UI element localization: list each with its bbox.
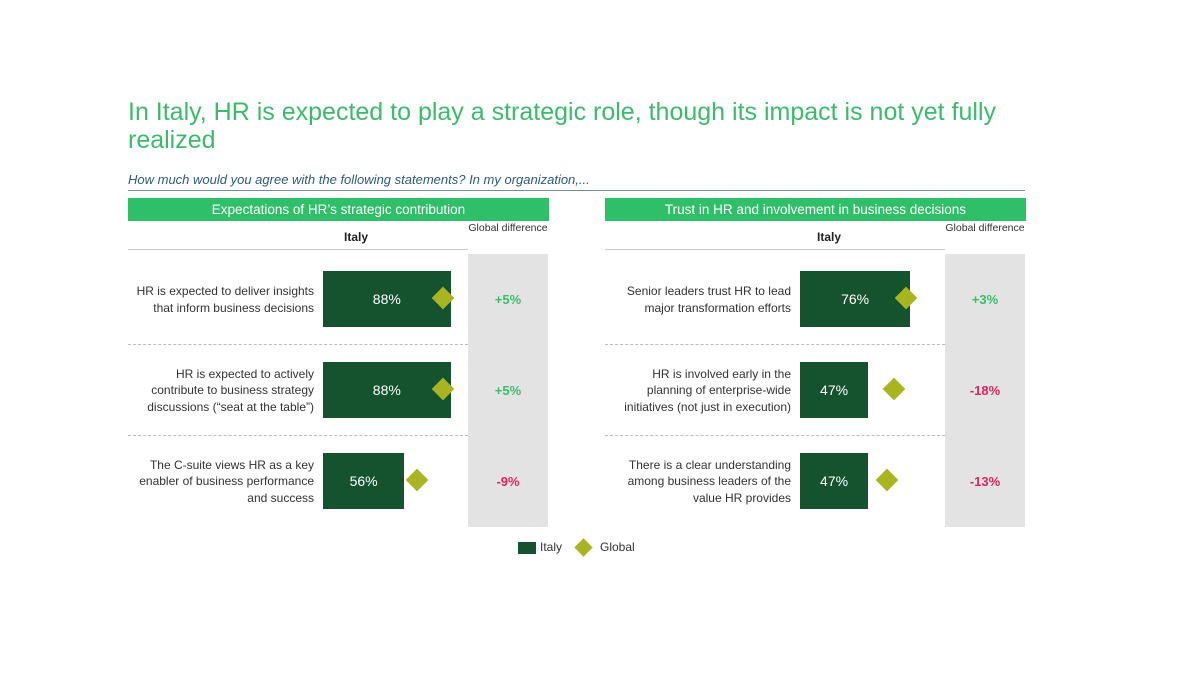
chart-row: Senior leaders trust HR to lead major tr… xyxy=(605,254,1026,345)
category-label: The C-suite views HR as a key enabler of… xyxy=(139,457,314,505)
category-label: HR is involved early in the planning of … xyxy=(624,366,791,414)
category-label: HR is expected to deliver insights that … xyxy=(136,284,314,315)
italy-bar: 47% xyxy=(800,453,869,509)
category-label: HR is expected to actively contribute to… xyxy=(147,366,314,414)
global-difference-column xyxy=(945,254,1025,527)
category-label: Senior leaders trust HR to lead major tr… xyxy=(626,284,791,315)
italy-column-header: Italy xyxy=(344,230,369,244)
global-difference-value: -18% xyxy=(969,383,1001,398)
italy-bar: 88% xyxy=(323,271,451,327)
chart-row: HR is expected to actively contribute to… xyxy=(128,345,549,436)
row-divider xyxy=(128,435,468,436)
global-difference-value: +5% xyxy=(494,292,522,307)
legend-italy-swatch xyxy=(518,542,536,554)
header-divider xyxy=(128,249,468,250)
global-difference-column xyxy=(468,254,548,527)
panel-trust: Trust in HR and involvement in business … xyxy=(605,198,1026,538)
legend-global-diamond xyxy=(574,538,593,557)
italy-bar: 56% xyxy=(323,453,405,509)
survey-question: How much would you agree with the follow… xyxy=(128,172,590,187)
header-divider xyxy=(605,249,945,250)
italy-bar: 76% xyxy=(800,271,911,327)
italy-bar: 88% xyxy=(323,362,451,418)
global-difference-value: -9% xyxy=(496,474,520,489)
page-title: In Italy, HR is expected to play a strat… xyxy=(128,98,996,154)
global-difference-header: Global difference xyxy=(945,222,1025,234)
row-divider xyxy=(605,344,945,345)
global-marker xyxy=(405,468,429,492)
global-marker xyxy=(882,377,906,401)
chart-row: HR is involved early in the planning of … xyxy=(605,345,1026,436)
legend-italy-label: Italy xyxy=(540,540,563,554)
global-marker xyxy=(875,468,899,492)
global-difference-value: +5% xyxy=(494,383,522,398)
panel-expectations: Expectations of HR’s strategic contribut… xyxy=(128,198,549,538)
row-divider xyxy=(128,344,468,345)
chart-row: There is a clear understanding among bus… xyxy=(605,436,1026,527)
question-divider xyxy=(128,190,1025,191)
panel-header: Trust in HR and involvement in business … xyxy=(605,198,1026,221)
category-label: There is a clear understanding among bus… xyxy=(627,457,791,505)
chart-row: The C-suite views HR as a key enabler of… xyxy=(128,436,549,527)
row-divider xyxy=(605,435,945,436)
italy-bar: 47% xyxy=(800,362,869,418)
legend-global-label: Global xyxy=(600,540,635,554)
chart-row: HR is expected to deliver insights that … xyxy=(128,254,549,345)
global-difference-value: -13% xyxy=(969,474,1001,489)
italy-column-header: Italy xyxy=(817,230,842,244)
panel-header: Expectations of HR’s strategic contribut… xyxy=(128,198,549,221)
global-difference-header: Global difference xyxy=(468,222,548,234)
global-difference-value: +3% xyxy=(971,292,999,307)
